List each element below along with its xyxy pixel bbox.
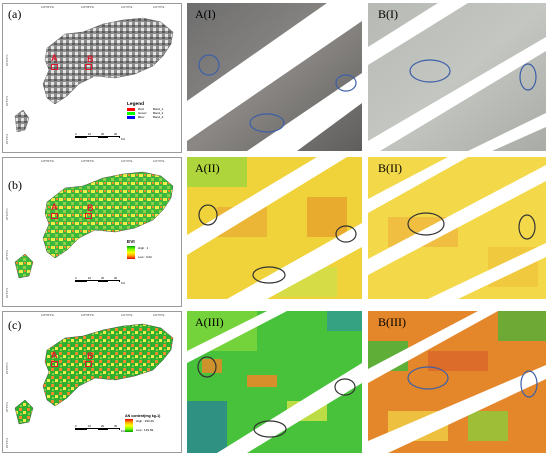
legend-row-green: Green: Band_2 bbox=[127, 111, 181, 115]
panel-letter-a: (a) bbox=[8, 7, 22, 21]
detail-label: A(I) bbox=[195, 7, 216, 21]
legend-name: Blue: bbox=[138, 115, 145, 120]
legend-band: Band_2 bbox=[153, 111, 164, 116]
lon-tick: 121°5'0"E bbox=[153, 314, 165, 317]
scale-label: 10 bbox=[88, 132, 92, 136]
legend-swatch-blue bbox=[127, 115, 135, 119]
marker-a-box bbox=[51, 213, 58, 219]
scale-label: 0 bbox=[75, 276, 77, 280]
scale-label: 0 bbox=[75, 424, 77, 428]
legend-swatch-red bbox=[127, 107, 135, 111]
scale-bar: 0 10 20 30 Km bbox=[75, 132, 127, 141]
detail-image bbox=[187, 3, 362, 151]
detail-b-rgb: B(I) bbox=[368, 3, 546, 151]
legend-band: Band_1 bbox=[153, 107, 164, 112]
legend-band: Band_3 bbox=[153, 115, 164, 120]
legend-high: High : 290.26 bbox=[136, 419, 154, 423]
lon-tick: 121°0'0"E bbox=[121, 314, 133, 317]
detail-label: A(II) bbox=[195, 161, 220, 175]
legend-color-ramp bbox=[127, 246, 135, 259]
marker-b-box bbox=[85, 64, 92, 70]
study-area-map-evi bbox=[14, 171, 174, 279]
lon-tick: 120°55'0"E bbox=[81, 160, 94, 163]
marker-b-label: B bbox=[87, 351, 94, 361]
detail-b-an: B(III) bbox=[368, 311, 546, 453]
detail-a-an: A(III) bbox=[187, 311, 362, 453]
legend-high: High : 1 bbox=[138, 246, 149, 250]
legend-low: Low : 0.02 bbox=[138, 255, 152, 259]
legend-title: EVI bbox=[127, 240, 135, 245]
scale-label: 30 bbox=[114, 424, 118, 428]
map-panel-b: (b) 120°50'0"E 120°55'0"E 121°0'0"E 121°… bbox=[2, 157, 182, 307]
lon-tick: 121°5'0"E bbox=[153, 160, 165, 163]
legend-low: Low : 149.69 bbox=[136, 428, 154, 432]
map-panel-a: (a) 120°50'0"E 120°55'0"E 121°0'0"E 121°… bbox=[2, 3, 182, 153]
detail-b-evi: B(II) bbox=[368, 157, 546, 299]
scale-unit: Km bbox=[121, 137, 126, 141]
study-area-map-an bbox=[14, 323, 174, 425]
panel-letter-b: (b) bbox=[8, 178, 22, 192]
detail-image bbox=[187, 157, 362, 299]
legend-title: Legend bbox=[127, 102, 145, 107]
scale-label: 10 bbox=[88, 276, 92, 280]
scale-unit: Km bbox=[121, 281, 126, 285]
scale-label: 10 bbox=[88, 424, 92, 428]
scale-label: 30 bbox=[114, 132, 118, 136]
legend-row-red: Red: Band_1 bbox=[127, 107, 181, 111]
map-panel-c: (c) 120°50'0"E 120°55'0"E 121°0'0"E 121°… bbox=[2, 311, 182, 453]
legend-swatch-green bbox=[127, 111, 135, 115]
marker-b-label: B bbox=[87, 203, 94, 213]
marker-a-label: A bbox=[51, 53, 58, 63]
panel-letter-c: (c) bbox=[8, 318, 22, 332]
detail-image bbox=[368, 157, 546, 299]
legend-title: AN content(mg kg-1) bbox=[125, 414, 161, 418]
detail-image bbox=[187, 311, 362, 453]
lon-tick: 121°0'0"E bbox=[121, 6, 133, 9]
scale-label: 20 bbox=[101, 424, 105, 428]
lon-tick: 120°55'0"E bbox=[81, 314, 94, 317]
marker-a-box bbox=[51, 64, 58, 70]
marker-a-label: A bbox=[51, 202, 58, 212]
marker-a-label: A bbox=[51, 350, 58, 360]
scale-bar: 0 10 20 30 Km bbox=[75, 276, 127, 285]
detail-label: A(III) bbox=[195, 315, 224, 329]
lon-tick: 120°50'0"E bbox=[41, 6, 54, 9]
marker-b-label: B bbox=[87, 54, 94, 64]
lon-tick: 121°5'0"E bbox=[153, 6, 165, 9]
legend-evi: EVI High : 1 Low : 0.02 bbox=[127, 240, 181, 259]
legend-name: Red: bbox=[138, 107, 145, 112]
scale-label: 0 bbox=[75, 132, 77, 136]
lon-tick: 121°0'0"E bbox=[121, 160, 133, 163]
detail-label: B(II) bbox=[378, 161, 402, 175]
scale-unit: Km bbox=[121, 429, 126, 433]
lon-tick: 120°50'0"E bbox=[41, 160, 54, 163]
detail-a-evi: A(II) bbox=[187, 157, 362, 299]
marker-b-box bbox=[85, 361, 92, 367]
marker-a-box bbox=[51, 361, 58, 367]
legend-an: AN content(mg kg-1) High : 290.26 Low : … bbox=[125, 414, 181, 432]
legend-name: Green: bbox=[138, 111, 148, 116]
lon-tick: 120°55'0"E bbox=[81, 6, 94, 9]
scale-label: 20 bbox=[101, 276, 105, 280]
detail-label: B(III) bbox=[378, 315, 406, 329]
detail-a-rgb: A(I) bbox=[187, 3, 362, 151]
detail-image bbox=[368, 3, 546, 151]
scale-label: 30 bbox=[114, 276, 118, 280]
legend-color-ramp bbox=[125, 419, 133, 432]
scale-bar: 0 10 20 30 Km bbox=[75, 424, 127, 433]
detail-label: B(I) bbox=[378, 7, 398, 21]
study-area-map-rgb bbox=[14, 17, 174, 133]
marker-b-box bbox=[85, 213, 92, 219]
detail-image bbox=[368, 311, 546, 453]
lon-tick: 120°50'0"E bbox=[41, 314, 54, 317]
scale-label: 20 bbox=[101, 132, 105, 136]
legend-row-blue: Blue: Band_3 bbox=[127, 115, 181, 119]
legend-rgb: Legend Red: Band_1 Green: Band_2 Blue: B… bbox=[127, 102, 181, 120]
